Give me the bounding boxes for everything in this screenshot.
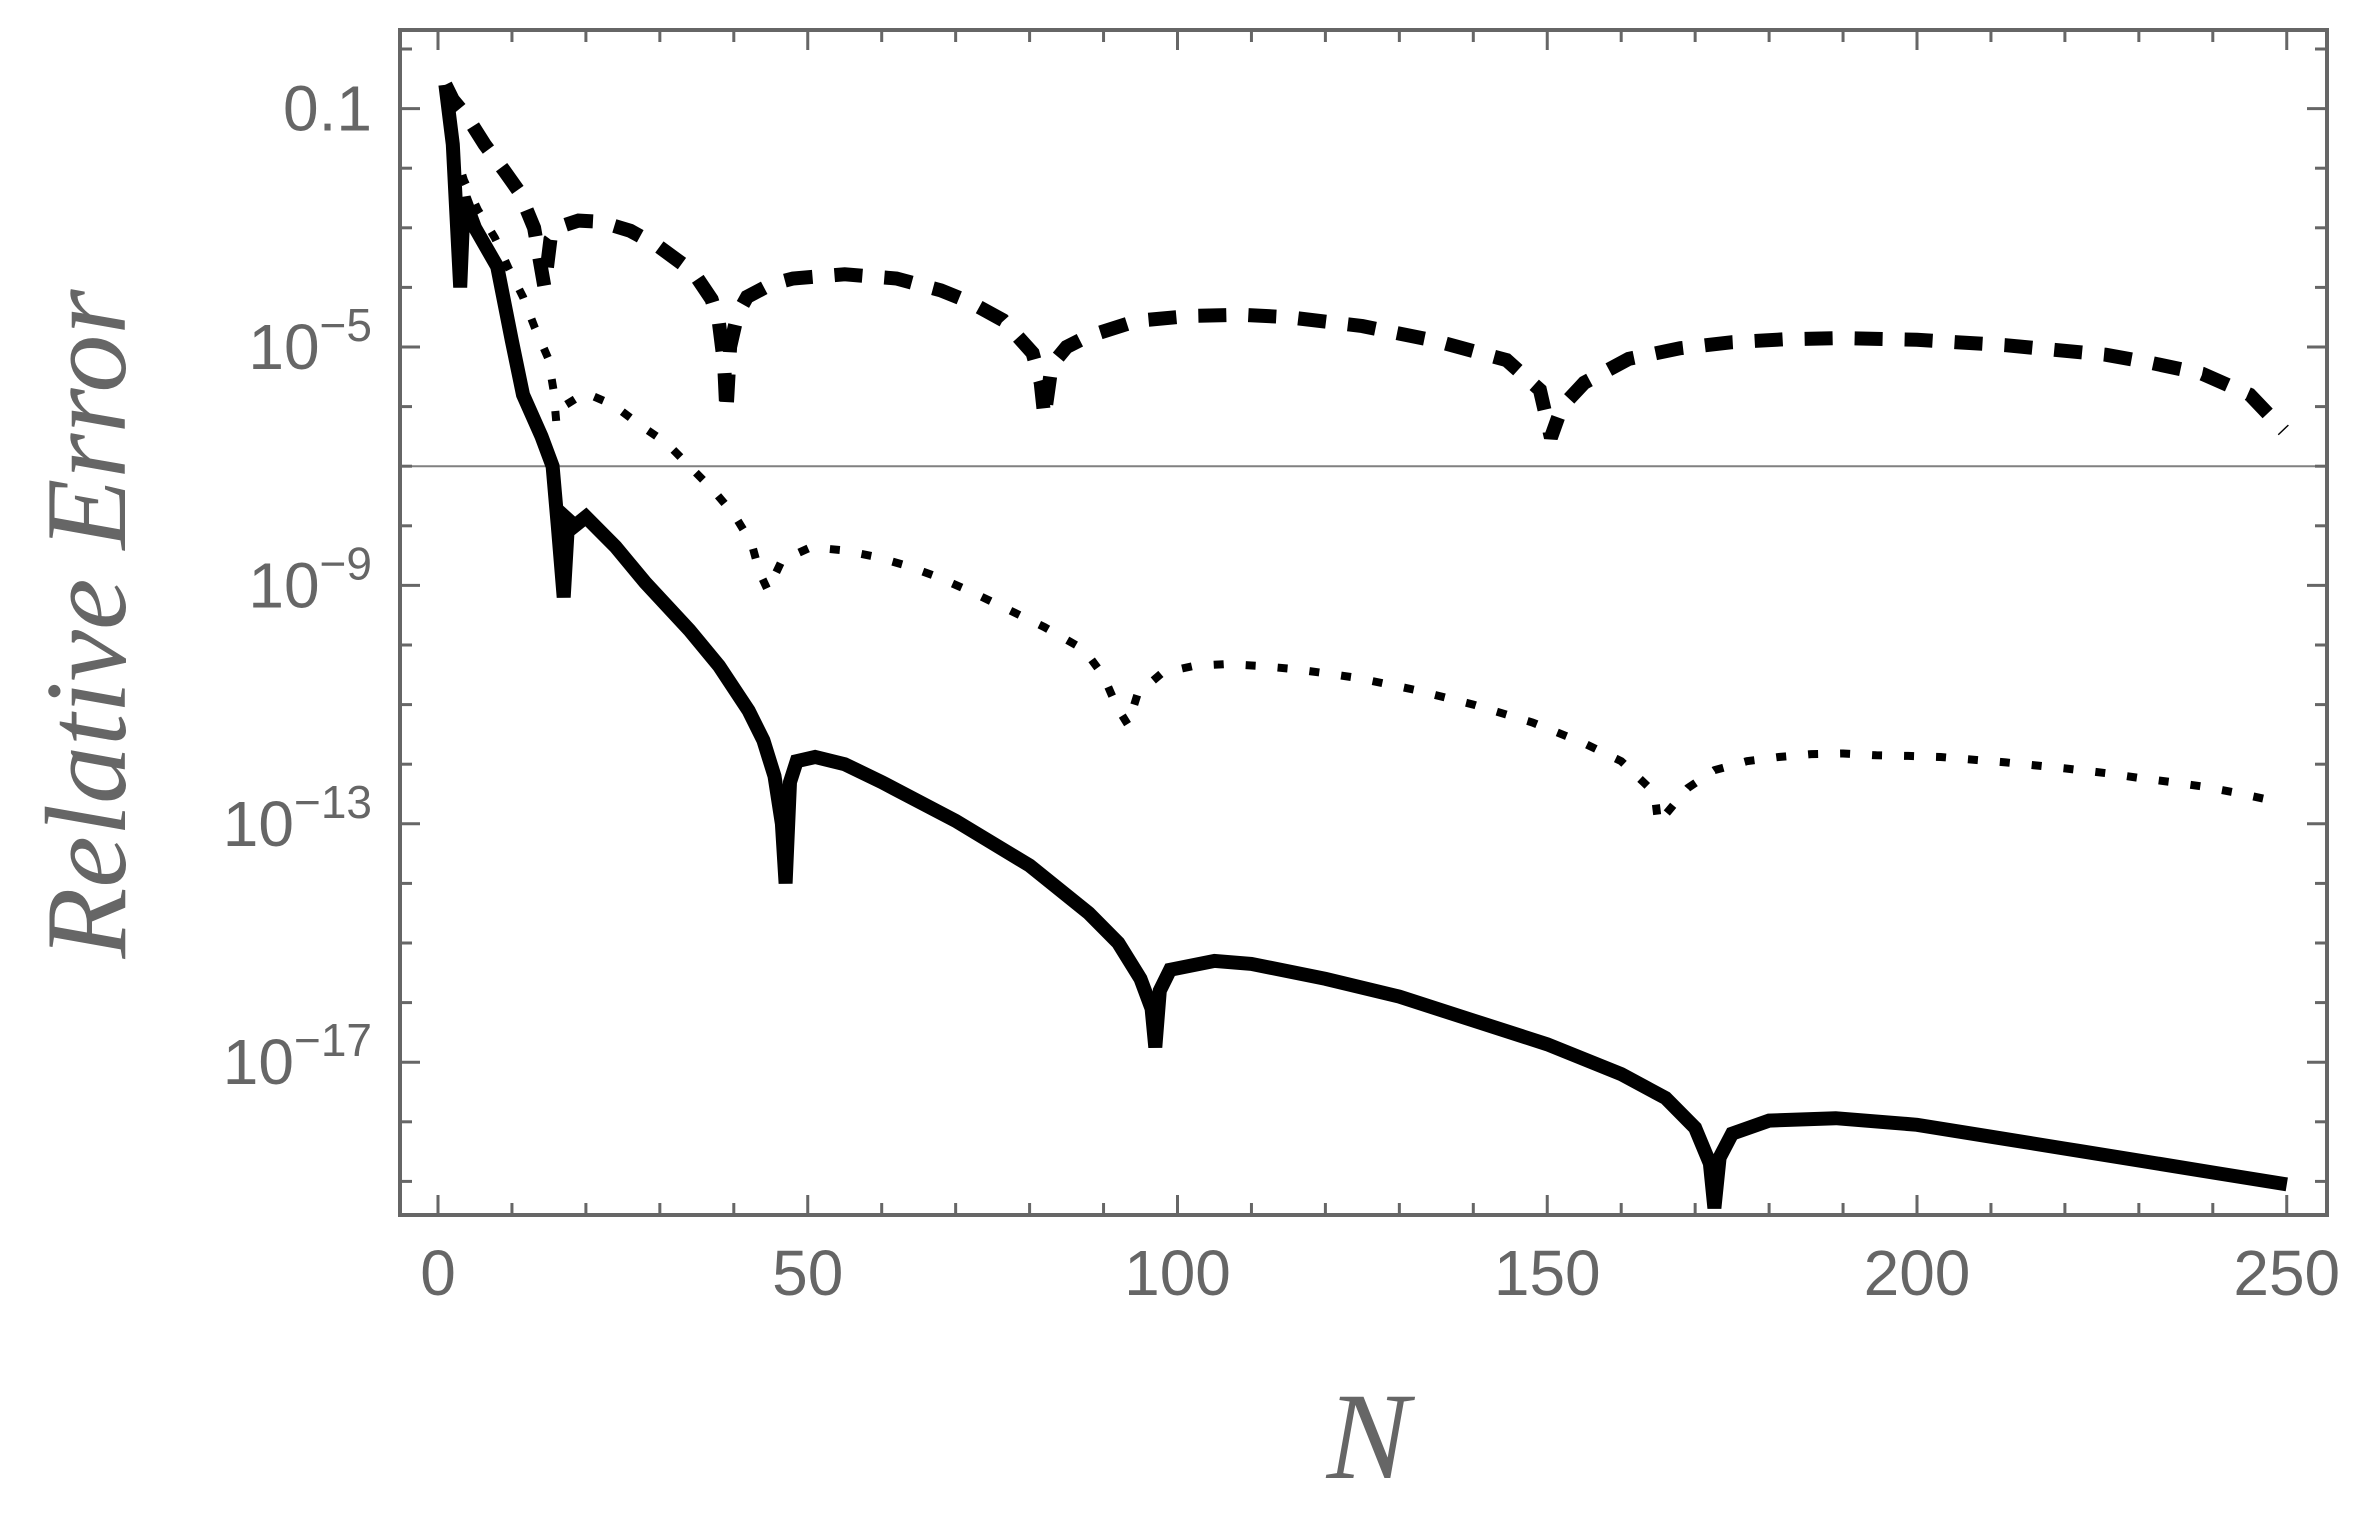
plot-frame-rect	[398, 28, 2329, 1217]
x-tick-label: 250	[2233, 1237, 2340, 1309]
x-tick-label: 200	[1864, 1237, 1971, 1309]
y-axis-title: Relative Error	[23, 289, 151, 960]
x-tick-label: 100	[1124, 1237, 1231, 1309]
y-tick-label: 10−17	[223, 1014, 372, 1098]
y-axis-tick-labels: 0.1 10−5 10−9 10−13 10−17	[223, 73, 372, 1099]
series-line-dotted	[448, 143, 2271, 833]
y-tick-label: 10−13	[223, 776, 372, 860]
x-tick-label: 150	[1494, 1237, 1601, 1309]
y-axis-ticks	[400, 47, 2327, 1183]
series-line-solid	[438, 83, 2288, 1209]
x-tick-label: 50	[772, 1237, 843, 1309]
x-axis-title: N	[1326, 1368, 1416, 1505]
x-axis-ticks	[436, 30, 2289, 1215]
series-line-dashed	[439, 81, 2289, 440]
plot-area	[400, 81, 2327, 1209]
y-tick-label: 10−9	[248, 537, 372, 621]
series-group	[438, 81, 2289, 1209]
x-tick-label: 0	[420, 1237, 456, 1309]
y-tick-label: 0.1	[283, 73, 372, 145]
plot-frame	[398, 28, 2329, 1217]
y-tick-label: 10−5	[248, 299, 372, 383]
x-axis-tick-labels: 0 50 100 150 200 250	[420, 1237, 2340, 1309]
